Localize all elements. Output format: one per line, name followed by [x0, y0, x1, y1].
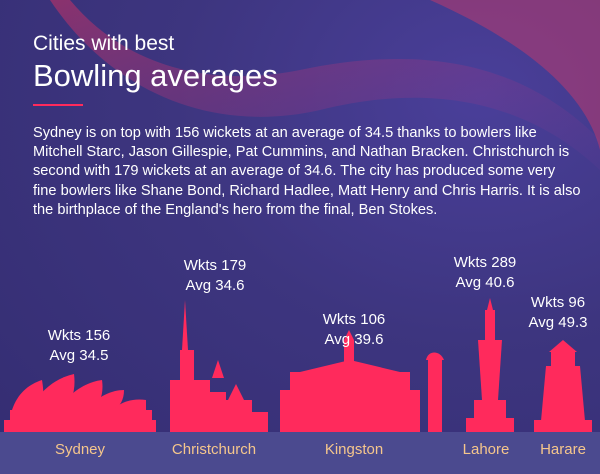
opera-house-icon — [4, 374, 156, 432]
chart-description: Sydney is on top with 156 wickets at an … — [33, 125, 581, 218]
average-label: Avg 40.6 — [455, 274, 515, 291]
average-label: Avg 49.3 — [528, 314, 588, 331]
average-label: Avg 34.5 — [49, 347, 109, 364]
wickets-label: Wkts 96 — [530, 294, 586, 311]
chart-title: Bowling averages — [33, 58, 278, 93]
average-label: Avg 39.6 — [324, 331, 384, 348]
minar-tower-icon — [466, 298, 514, 432]
chart-kicker: Cities with best — [33, 32, 175, 55]
city-label-lahore: Lahore — [462, 441, 510, 458]
wickets-label: Wkts 289 — [453, 254, 517, 271]
stat-label-christchurch: Wkts 179 Avg 34.6 — [160, 256, 270, 296]
wickets-label: Wkts 156 — [47, 327, 111, 344]
city-label-christchurch: Christchurch — [171, 441, 257, 458]
stat-label-lahore: Wkts 289 Avg 40.6 — [430, 253, 540, 293]
city-label-sydney: Sydney — [54, 441, 106, 458]
wickets-label: Wkts 179 — [183, 257, 247, 274]
ground-strip — [0, 432, 600, 474]
lighthouse-icon — [534, 340, 592, 432]
colonial-building-icon — [280, 330, 444, 432]
city-label-kingston: Kingston — [324, 441, 384, 458]
city-label-harare: Harare — [540, 441, 586, 458]
stat-label-sydney: Wkts 156 Avg 34.5 — [24, 326, 134, 366]
stat-label-kingston: Wkts 106 Avg 39.6 — [299, 310, 409, 350]
stat-label-harare: Wkts 96 Avg 49.3 — [503, 293, 600, 333]
wickets-label: Wkts 106 — [322, 311, 386, 328]
title-underline — [33, 104, 83, 106]
average-label: Avg 34.6 — [185, 277, 245, 294]
cathedral-icon — [170, 300, 268, 432]
